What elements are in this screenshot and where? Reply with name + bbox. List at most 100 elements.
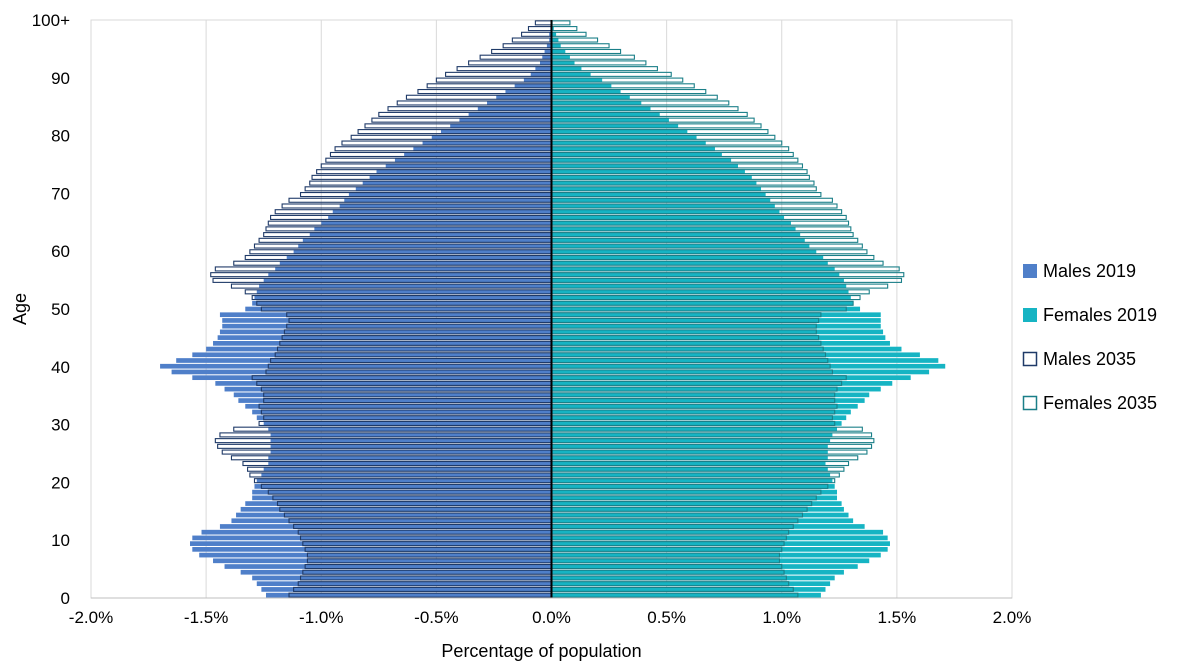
bar-females-2019-age-13 (551, 518, 854, 524)
bar-males-2019-age-66 (328, 215, 552, 220)
x-tick-label: 1.0% (762, 608, 801, 627)
bar-males-2019-age-7 (199, 552, 552, 558)
bar-females-2019-age-51 (551, 300, 854, 306)
bar-males-2019-age-86 (487, 100, 552, 106)
x-tick-label: 2.0% (993, 608, 1032, 627)
bar-females-2019-age-10 (551, 535, 888, 541)
bar-males-2019-age-65 (321, 220, 552, 226)
bar-females-2019-age-39 (551, 369, 930, 375)
bar-males-2019-age-0 (265, 592, 552, 598)
bar-females-2019-age-66 (551, 215, 785, 220)
x-tick-label: -1.0% (299, 608, 343, 627)
bar-females-2035-age-99 (550, 26, 578, 32)
bar-females-2019-age-74 (551, 169, 745, 174)
bar-females-2019-age-12 (551, 524, 865, 529)
bar-males-2019-age-53 (256, 289, 552, 295)
bar-females-2019-age-91 (551, 72, 591, 77)
bar-females-2019-age-69 (551, 197, 771, 203)
bar-males-2019-age-13 (231, 518, 552, 524)
bar-females-2019-age-5 (551, 564, 858, 569)
bar-males-2019-age-19 (254, 484, 552, 489)
bar-males-2035-age-97 (511, 37, 553, 43)
bar-females-2019-age-55 (551, 278, 844, 283)
bar-females-2019-age-61 (551, 243, 810, 249)
bar-females-2019-age-80 (551, 134, 697, 140)
bar-females-2019-age-24 (551, 455, 828, 461)
bar-males-2019-age-18 (252, 489, 552, 495)
bar-males-2019-age-21 (261, 472, 552, 478)
bar-males-2019-age-72 (362, 180, 552, 186)
bar-females-2019-age-21 (551, 472, 831, 478)
bar-females-2019-age-96 (551, 43, 561, 49)
bar-males-2019-age-49 (219, 312, 552, 318)
bar-males-2019-age-74 (376, 169, 552, 174)
bar-males-2019-age-97 (549, 37, 552, 43)
bar-males-2019-age-3 (252, 575, 552, 581)
bar-females-2019-age-27 (551, 438, 831, 443)
bar-females-2019-age-35 (551, 392, 870, 398)
bar-males-2019-age-63 (309, 232, 552, 237)
y-tick-label: 20 (51, 473, 70, 492)
bar-females-2019-age-95 (551, 49, 566, 54)
bar-females-2019-age-46 (551, 329, 884, 335)
bar-males-2019-age-24 (268, 455, 552, 461)
bar-males-2019-age-76 (394, 157, 552, 163)
bar-males-2019-age-26 (270, 444, 552, 449)
bar-males-2019-age-68 (339, 203, 552, 209)
bar-females-2019-age-79 (551, 140, 706, 146)
bar-males-2019-age-62 (302, 237, 552, 243)
x-tick-label: 1.5% (878, 608, 917, 627)
x-tick-label: 0.5% (647, 608, 686, 627)
y-tick-label: 0 (61, 589, 70, 608)
bar-males-2019-age-12 (219, 524, 552, 529)
bar-females-2019-age-1 (551, 587, 826, 592)
bar-females-2019-age-58 (551, 260, 828, 266)
y-tick-label: 60 (51, 242, 70, 261)
bar-males-2019-age-40 (160, 363, 552, 369)
legend-label: Females 2019 (1043, 305, 1157, 325)
bar-males-2035-age-93 (468, 60, 553, 66)
bar-males-2019-age-69 (344, 197, 552, 203)
bar-females-2019-age-53 (551, 289, 849, 295)
y-tick-label: 100+ (32, 11, 70, 30)
bar-females-2019-age-41 (551, 358, 939, 363)
bar-males-2019-age-5 (224, 564, 552, 569)
bar-males-2019-age-96 (546, 43, 552, 49)
bar-females-2019-age-76 (551, 157, 732, 163)
legend-label: Males 2019 (1043, 261, 1136, 281)
bar-males-2019-age-88 (505, 89, 552, 94)
y-tick-label: 70 (51, 184, 70, 203)
bar-females-2019-age-85 (551, 106, 651, 112)
bar-females-2019-age-71 (551, 186, 762, 192)
bar-males-2019-age-90 (523, 77, 552, 83)
bar-males-2019-age-78 (413, 146, 552, 152)
bar-females-2019-age-23 (551, 461, 826, 466)
bar-males-2019-age-25 (270, 449, 552, 455)
bar-males-2019-age-9 (190, 541, 552, 546)
bar-males-2019-age-85 (477, 106, 552, 112)
bar-males-2019-age-89 (514, 83, 552, 89)
bar-females-2019-age-87 (551, 94, 630, 100)
bar-females-2019-age-99 (551, 26, 554, 31)
bar-males-2019-age-56 (268, 272, 552, 278)
bar-females-2019-age-97 (551, 37, 559, 43)
bar-females-2019-age-9 (551, 541, 890, 546)
bar-females-2019-age-6 (551, 558, 870, 564)
bar-females-2019-age-62 (551, 237, 805, 243)
bar-females-2019-age-52 (551, 295, 851, 300)
bar-males-2035-age-99 (527, 26, 553, 32)
bar-males-2019-age-1 (261, 587, 552, 592)
bar-females-2019-age-14 (551, 512, 849, 518)
bar-males-2019-age-57 (275, 266, 552, 272)
bar-males-2019-age-91 (530, 72, 552, 77)
bar-males-2019-age-39 (171, 369, 552, 375)
y-tick-label: 50 (51, 300, 70, 319)
bar-males-2019-age-94 (542, 54, 552, 60)
bar-females-2019-age-42 (551, 352, 920, 358)
bar-females-2019-age-36 (551, 386, 881, 392)
bar-females-2019-age-77 (551, 152, 722, 157)
bar-males-2019-age-30 (263, 421, 552, 426)
bar-males-2019-age-17 (252, 495, 552, 501)
bar-females-2019-age-67 (551, 209, 780, 215)
